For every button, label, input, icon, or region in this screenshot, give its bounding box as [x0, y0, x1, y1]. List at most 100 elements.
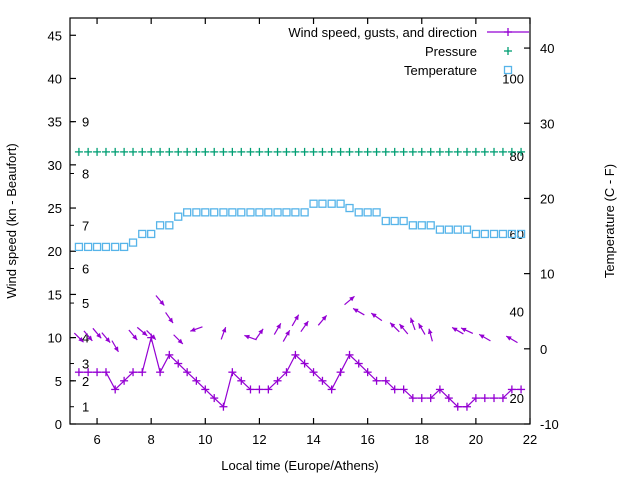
temperature-marker [174, 212, 183, 221]
wind-speed-line [78, 335, 522, 408]
temperature-marker [363, 208, 372, 217]
y-tick-label-right: -10 [540, 417, 559, 432]
x-tick-label: 18 [415, 432, 429, 447]
y-tick-label-left: 25 [48, 201, 62, 216]
y-tick-label-left: 20 [48, 244, 62, 259]
temperature-marker [111, 242, 120, 252]
y-tick-label-left: 30 [48, 158, 62, 173]
x-tick-label: 8 [148, 432, 155, 447]
temperature-marker [354, 208, 363, 217]
temperature-marker [489, 229, 499, 239]
temperature-marker [498, 229, 508, 239]
wind-arrow-head [276, 323, 281, 329]
y-tick-label-left: 15 [48, 287, 62, 302]
wind-arrow-head [244, 334, 250, 340]
temperature-marker [327, 199, 336, 208]
temperature-marker [119, 242, 129, 252]
temperature-marker [92, 242, 102, 252]
y2-axis-title: Temperature (C - F) [602, 164, 617, 278]
wind-arrow-head [461, 327, 467, 333]
temperature-marker [183, 208, 192, 217]
wind-arrow-head [418, 323, 424, 329]
y-tick-label-right: 20 [540, 191, 554, 206]
wind-arrow-head [159, 300, 165, 306]
fahrenheit-label: 40 [510, 305, 524, 320]
wind-arrow-head [294, 314, 299, 321]
wind-arrow-head [399, 323, 405, 330]
temperature-marker [138, 229, 147, 239]
beaufort-label: 8 [82, 166, 89, 181]
wind-arrow-head [285, 330, 290, 336]
temperature-marker [462, 225, 472, 234]
temperature-marker [219, 208, 228, 217]
plot-border [69, 17, 531, 425]
temperature-marker [273, 208, 282, 217]
x-tick-label: 6 [93, 432, 100, 447]
wind-arrow-head [141, 330, 148, 336]
fahrenheit-label: 60 [510, 227, 524, 242]
temperature-marker [83, 242, 93, 252]
beaufort-label: 5 [82, 296, 89, 311]
temperature-marker [372, 208, 381, 217]
wind-arrow-head [349, 296, 355, 302]
y-tick-label-left: 40 [48, 71, 62, 86]
y-tick-label-right: 10 [540, 267, 554, 282]
fahrenheit-label: 80 [510, 149, 524, 164]
temperature-marker [165, 221, 174, 230]
temperature-marker [128, 238, 138, 247]
wind-arrow-head [427, 328, 433, 335]
temperature-marker [390, 216, 399, 226]
series-1 [74, 333, 526, 411]
y-tick-label-right: 0 [540, 342, 547, 357]
temperature-marker [201, 208, 210, 217]
wind-arrow-head [353, 308, 359, 314]
x-axis: 6 8 10 12 14 16 18 20 22 [93, 18, 537, 447]
wind-arrow-head [150, 334, 156, 340]
temperature-marker [444, 225, 453, 234]
y-tick-label-left: 35 [48, 115, 62, 130]
series-3 [74, 199, 526, 252]
beaufort-label: 7 [82, 218, 89, 233]
temperature-marker [480, 229, 489, 239]
beaufort-label: 2 [82, 374, 89, 389]
beaufort-label: 6 [82, 262, 89, 277]
wind-arrow-head [479, 334, 485, 339]
temperature-marker [291, 208, 300, 217]
wind-arrow-head [96, 332, 102, 339]
legend-label-1: Wind speed, gusts, and direction [288, 25, 477, 40]
wind-arrow-head [113, 346, 119, 352]
wind-arrow-head [87, 335, 93, 341]
temperature-marker [300, 208, 309, 217]
temperature-marker [503, 65, 513, 75]
wind-arrow-head [258, 328, 264, 335]
temperature-marker [228, 208, 237, 217]
wind-arrow-head [78, 337, 84, 343]
fahrenheit-label: 100 [502, 71, 524, 86]
y-tick-label-left: 0 [55, 417, 62, 432]
temperature-marker [417, 221, 426, 230]
x-tick-label: 20 [469, 432, 483, 447]
temperature-marker [435, 225, 445, 234]
fahrenheit-label: 20 [510, 391, 524, 406]
temperature-marker [246, 208, 255, 217]
temperature-marker [399, 216, 408, 226]
x-tick-label: 10 [198, 432, 212, 447]
temperature-marker [192, 208, 201, 217]
wind-arrow-head [303, 321, 309, 327]
wind-arrow-head [168, 317, 174, 324]
temperature-marker [426, 221, 435, 230]
wind-arrow-head [105, 337, 111, 343]
wind-arrow-head [371, 313, 377, 318]
temperature-marker [101, 242, 111, 252]
plot-frame [69, 17, 531, 425]
temperature-marker [237, 208, 246, 217]
temperature-marker [309, 199, 318, 208]
temperature-marker [255, 208, 264, 217]
y-axis-title: Wind speed (kn - Beaufort) [4, 143, 19, 298]
temperature-marker [408, 221, 417, 230]
temperature-marker [155, 221, 165, 230]
temperature-marker [381, 216, 390, 226]
